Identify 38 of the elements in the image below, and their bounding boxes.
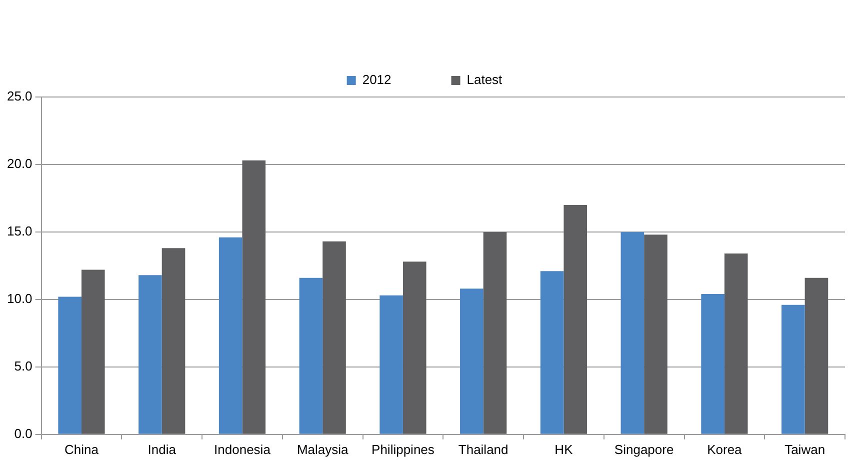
y-tick-label: 20.0 — [6, 156, 32, 172]
legend-label: Latest — [466, 72, 503, 88]
bar — [804, 278, 828, 434]
x-tick-label: India — [148, 442, 177, 457]
bar — [782, 304, 805, 434]
x-tick-label: China — [64, 442, 100, 457]
bar — [299, 278, 323, 434]
bar — [138, 275, 162, 434]
bar — [620, 232, 644, 434]
bar — [701, 294, 724, 434]
bar — [724, 254, 748, 434]
bar — [540, 271, 564, 434]
bar — [242, 160, 266, 434]
x-tick-label: Philippines — [372, 442, 435, 457]
x-tick-label: Taiwan — [784, 442, 826, 457]
bar — [564, 204, 588, 434]
bar — [162, 248, 186, 434]
y-tick-label: 25.0 — [6, 88, 32, 104]
bar — [644, 234, 668, 434]
x-tick-label: Singapore — [614, 442, 674, 457]
bar — [81, 270, 105, 434]
y-tick-label: 5.0 — [14, 358, 32, 374]
x-tick-label: Thailand — [458, 442, 508, 457]
y-tick-label: 15.0 — [6, 224, 32, 239]
y-tick-label: 0.0 — [14, 426, 32, 441]
bar — [402, 262, 426, 434]
bar — [460, 288, 484, 434]
bar — [483, 232, 507, 434]
x-tick-label: HK — [554, 442, 574, 457]
bar — [380, 295, 403, 434]
x-tick-label: Indonesia — [214, 442, 272, 457]
bar — [322, 241, 346, 434]
legend-label: 2012 — [362, 72, 392, 88]
y-tick-label: 10.0 — [6, 291, 32, 306]
x-tick-label: Malaysia — [296, 442, 350, 457]
bar — [58, 296, 82, 434]
x-tick-label: Korea — [707, 442, 743, 457]
bar — [218, 237, 242, 434]
